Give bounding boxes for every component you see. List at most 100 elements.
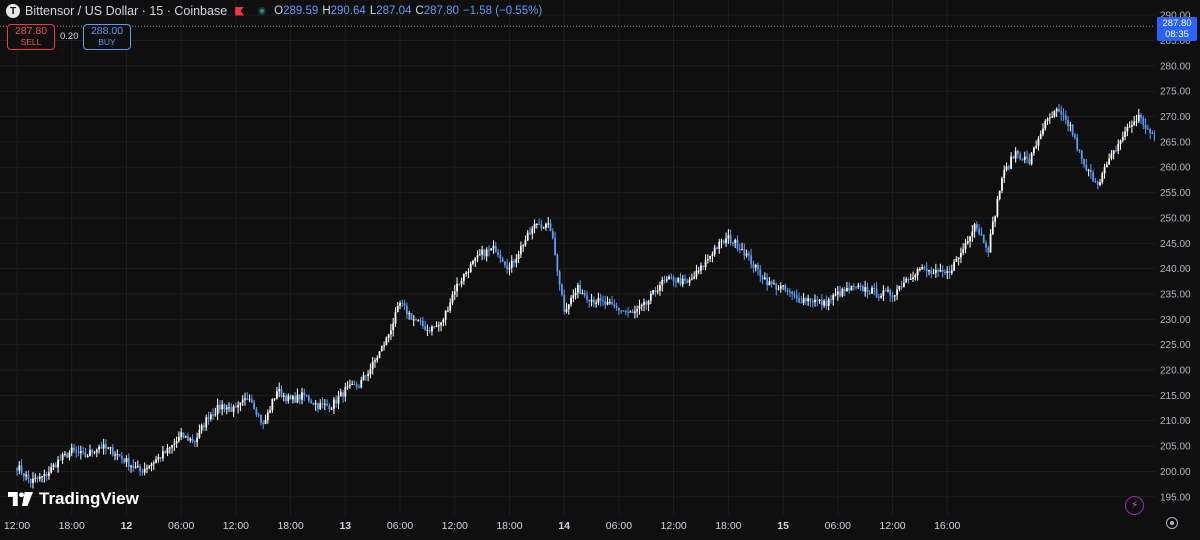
candle-body: [613, 304, 616, 307]
candle-body: [1026, 156, 1028, 159]
candle-body: [684, 278, 686, 281]
candle-body: [1067, 120, 1069, 126]
candle-body: [193, 441, 196, 443]
candle-body: [95, 449, 98, 453]
price-tick-label: 285.00: [1160, 36, 1191, 47]
candle-body: [120, 456, 123, 459]
candle-body: [624, 310, 627, 312]
buy-button[interactable]: 288.00 BUY: [83, 24, 131, 50]
candlestick-chart[interactable]: [0, 0, 1200, 515]
candle-body: [873, 287, 876, 289]
candle-body: [830, 299, 832, 301]
chart-area[interactable]: T Bittensor / US Dollar · 15 · Coinbase …: [0, 0, 1200, 515]
candle-body: [196, 437, 199, 443]
candle-body: [1051, 116, 1054, 118]
candle-body: [173, 443, 176, 446]
candle-body: [930, 270, 933, 274]
candle-body: [403, 303, 406, 306]
gear-icon[interactable]: [1166, 517, 1178, 529]
change-value: −1.58 (−0.55%): [462, 5, 543, 17]
candle-body: [547, 223, 550, 225]
candle-body: [79, 451, 82, 454]
market-status-icon[interactable]: [258, 7, 267, 15]
candle-body: [791, 291, 794, 295]
candle-body: [91, 450, 94, 453]
candle-body: [189, 438, 192, 441]
candle-body: [437, 325, 440, 327]
candle-body: [636, 309, 639, 312]
flag-icon[interactable]: [235, 7, 244, 16]
candle-body: [599, 298, 602, 301]
candle-body: [620, 310, 623, 312]
candle-body: [533, 224, 536, 229]
buy-price: 288.00: [90, 25, 124, 37]
symbol-title[interactable]: Bittensor / US Dollar · 15 · Coinbase: [25, 4, 228, 18]
candle-body: [909, 279, 912, 281]
candle-body: [839, 291, 841, 297]
candle-body: [136, 466, 139, 468]
bar-countdown: 08:35: [1165, 29, 1189, 40]
candle-body: [369, 369, 372, 374]
candle-body: [884, 290, 887, 292]
candle-body: [679, 278, 682, 285]
candle-body: [1105, 164, 1108, 168]
candle-body: [565, 309, 568, 312]
candle-body: [818, 299, 821, 301]
candle-body: [383, 345, 385, 347]
candle-body: [501, 258, 504, 262]
candle-body: [681, 278, 684, 285]
candle-body: [971, 231, 974, 237]
candle-body: [75, 450, 78, 452]
symbol-header[interactable]: T Bittensor / US Dollar · 15 · Coinbase …: [6, 3, 542, 19]
chart-settings[interactable]: [1155, 515, 1200, 535]
candle-body: [649, 293, 652, 301]
candle-body: [458, 283, 461, 285]
tradingview-watermark[interactable]: TradingView: [8, 489, 139, 509]
candle-body: [132, 465, 135, 468]
lightning-icon[interactable]: ⚡: [1125, 496, 1144, 515]
candle-body: [1108, 158, 1111, 165]
candle-body: [353, 384, 356, 386]
candle-body: [606, 302, 609, 305]
candle-body: [855, 286, 857, 288]
candle-body: [554, 238, 556, 256]
candle-body: [385, 337, 388, 346]
price-scale[interactable]: 195.00 200.00 205.00 210.00 215.00 220.00 225.…: [1155, 0, 1200, 515]
candle-body: [478, 254, 481, 256]
time-tick-label: 06:00: [168, 520, 194, 532]
candle-body: [467, 272, 470, 274]
candle-body: [433, 326, 436, 328]
candle-body: [98, 446, 100, 450]
candle-body: [597, 298, 600, 303]
candle-body: [1140, 114, 1142, 118]
candle-body: [1044, 121, 1047, 129]
candle-body: [720, 240, 723, 242]
candle-body: [782, 285, 784, 287]
candle-body: [253, 402, 256, 409]
candle-body: [449, 302, 452, 311]
sell-price: 287.80: [14, 25, 48, 37]
candle-body: [850, 285, 853, 291]
candle-body: [738, 249, 741, 251]
candle-body: [798, 298, 800, 303]
time-tick-label: 12:00: [660, 520, 686, 532]
candle-body: [73, 447, 75, 451]
sell-button[interactable]: 287.80 SELL: [7, 24, 55, 50]
candle-body: [171, 445, 173, 448]
candle-body: [948, 271, 951, 273]
tradingview-logo-icon: [8, 492, 33, 506]
candle-body: [786, 290, 789, 292]
candle-body: [257, 414, 260, 416]
candle-body: [1003, 169, 1006, 179]
price-tick-label: 275.00: [1160, 87, 1191, 98]
candle-body: [246, 398, 249, 400]
time-scale[interactable]: 12:00 18:00 12 06:00 12:00 18:00 13 06:00 12:00 1…: [0, 515, 1155, 535]
candle-body: [871, 287, 873, 294]
candle-body: [431, 326, 433, 332]
candle-body: [966, 241, 969, 244]
candle-body: [41, 476, 43, 478]
candle-body: [576, 284, 579, 293]
candle-body: [164, 451, 167, 454]
candle-body: [713, 247, 716, 255]
candle-body: [266, 412, 269, 420]
